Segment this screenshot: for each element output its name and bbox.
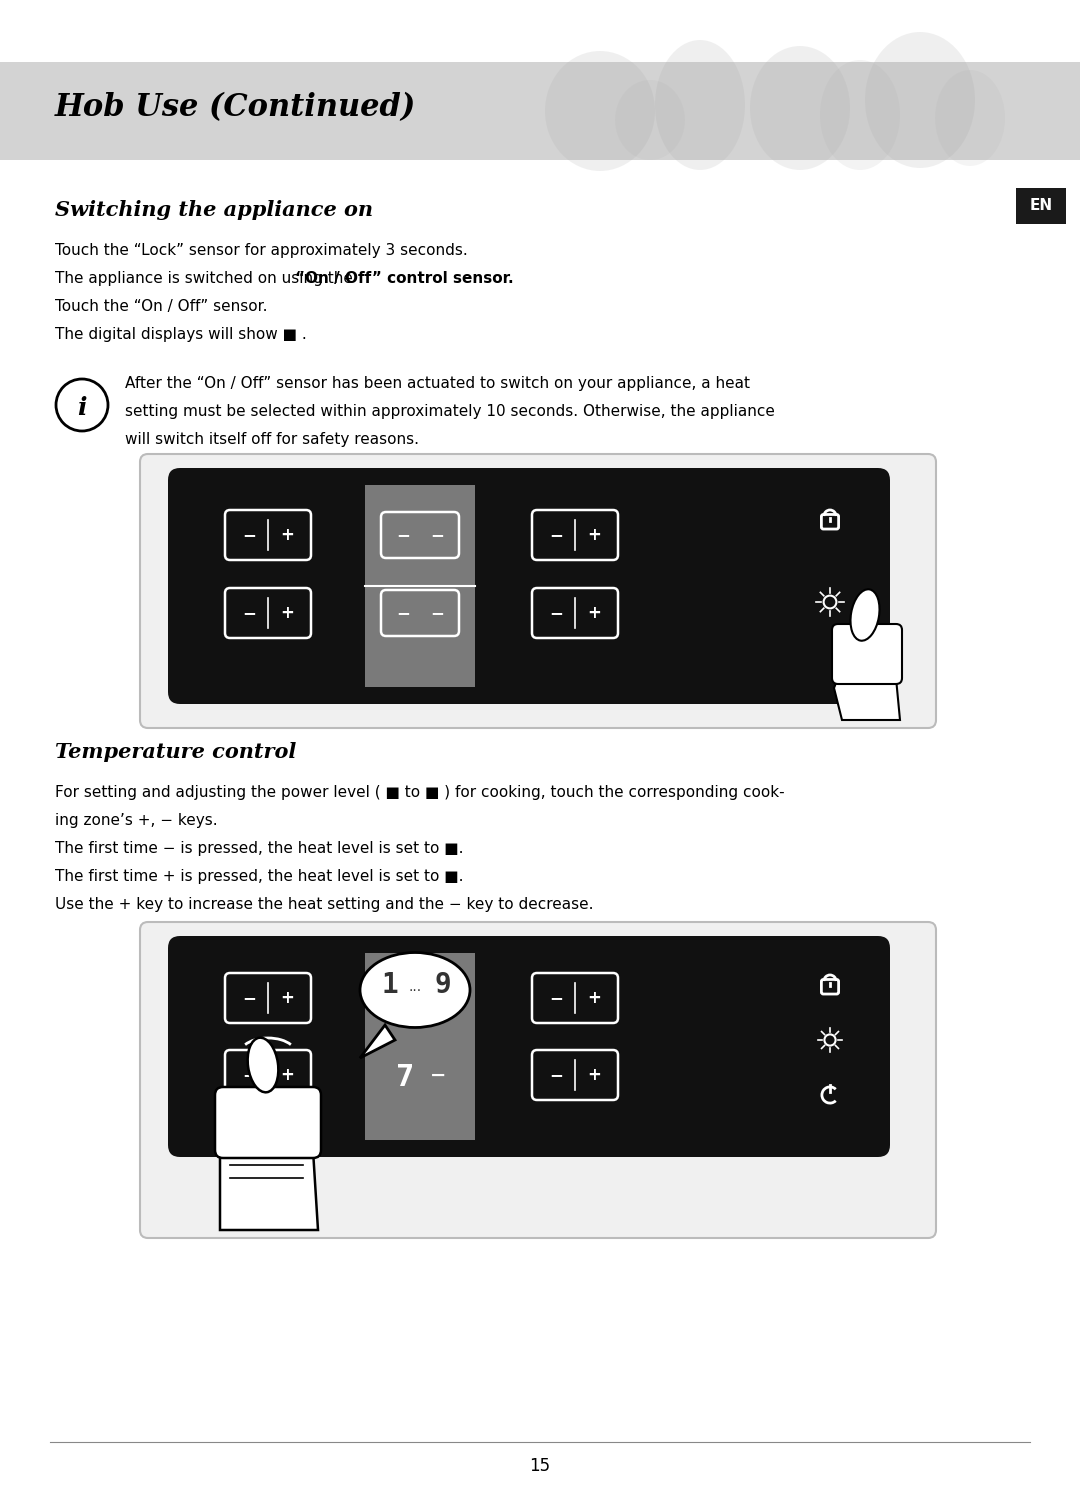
Polygon shape (834, 678, 900, 721)
Text: Use the + key to increase the heat setting and the − key to decrease.: Use the + key to increase the heat setti… (55, 898, 594, 912)
Text: The appliance is switched on using the: The appliance is switched on using the (55, 270, 357, 285)
Text: −: − (430, 526, 444, 544)
Text: +: + (280, 603, 294, 623)
FancyBboxPatch shape (140, 455, 936, 728)
Ellipse shape (865, 33, 975, 168)
FancyBboxPatch shape (140, 921, 936, 1238)
Text: After the “On / Off” sensor has been actuated to switch on your appliance, a hea: After the “On / Off” sensor has been act… (125, 376, 750, 391)
Text: −: − (430, 603, 444, 623)
Bar (0, 62, 1080, 160)
Polygon shape (220, 1150, 318, 1230)
Ellipse shape (935, 70, 1005, 166)
Text: −: − (242, 990, 256, 1008)
Text: +: + (280, 990, 294, 1008)
Text: −: − (549, 990, 563, 1008)
Text: +: + (588, 526, 600, 544)
Text: −: − (396, 526, 410, 544)
Text: −: − (396, 603, 410, 623)
Text: +: + (588, 1065, 600, 1083)
Text: −: − (549, 1065, 563, 1083)
Ellipse shape (615, 80, 685, 160)
Text: i: i (78, 395, 86, 421)
Ellipse shape (360, 953, 470, 1027)
Text: setting must be selected within approximately 10 seconds. Otherwise, the applian: setting must be selected within approxim… (125, 404, 774, 419)
FancyBboxPatch shape (832, 624, 902, 684)
Text: 15: 15 (529, 1456, 551, 1476)
Text: +: + (588, 990, 600, 1008)
Text: The digital displays will show ■ .: The digital displays will show ■ . (55, 327, 307, 342)
Ellipse shape (545, 51, 654, 171)
Text: 7: 7 (395, 1064, 415, 1092)
Text: 1: 1 (381, 970, 399, 999)
Text: “On / Off” control sensor.: “On / Off” control sensor. (295, 270, 513, 285)
Text: Touch the “On / Off” sensor.: Touch the “On / Off” sensor. (55, 299, 268, 314)
Ellipse shape (654, 40, 745, 169)
Text: Temperature control: Temperature control (55, 742, 296, 762)
Polygon shape (360, 1025, 395, 1058)
Text: +: + (588, 603, 600, 623)
Text: ing zone’s +, − keys.: ing zone’s +, − keys. (55, 813, 218, 829)
Text: Touch the “Lock” sensor for approximately 3 seconds.: Touch the “Lock” sensor for approximatel… (55, 242, 468, 257)
Text: −: − (430, 1065, 446, 1085)
Text: ...: ... (408, 979, 421, 994)
FancyBboxPatch shape (168, 936, 890, 1158)
Text: −: − (549, 603, 563, 623)
Ellipse shape (750, 46, 850, 169)
Text: −: − (549, 526, 563, 544)
Text: −: − (242, 603, 256, 623)
Text: Switching the appliance on: Switching the appliance on (55, 201, 373, 220)
Text: Hob Use (Continued): Hob Use (Continued) (55, 92, 416, 123)
Ellipse shape (850, 590, 879, 640)
Bar (365, 484, 475, 687)
Text: will switch itself off for safety reasons.: will switch itself off for safety reason… (125, 432, 419, 447)
Ellipse shape (247, 1037, 279, 1092)
FancyBboxPatch shape (168, 468, 890, 704)
Bar (1016, 189, 1066, 224)
Text: For setting and adjusting the power level ( ■ to ■ ) for cooking, touch the corr: For setting and adjusting the power leve… (55, 786, 785, 801)
Text: The first time − is pressed, the heat level is set to ■.: The first time − is pressed, the heat le… (55, 841, 463, 856)
Text: +: + (280, 1065, 294, 1083)
Bar (365, 953, 475, 1140)
Ellipse shape (820, 59, 900, 169)
Text: 9: 9 (434, 970, 451, 999)
FancyBboxPatch shape (215, 1086, 321, 1158)
Text: The first time + is pressed, the heat level is set to ■.: The first time + is pressed, the heat le… (55, 869, 463, 884)
Text: +: + (280, 526, 294, 544)
Text: −: − (242, 1065, 256, 1083)
Text: EN: EN (1029, 199, 1053, 214)
Text: −: − (242, 526, 256, 544)
